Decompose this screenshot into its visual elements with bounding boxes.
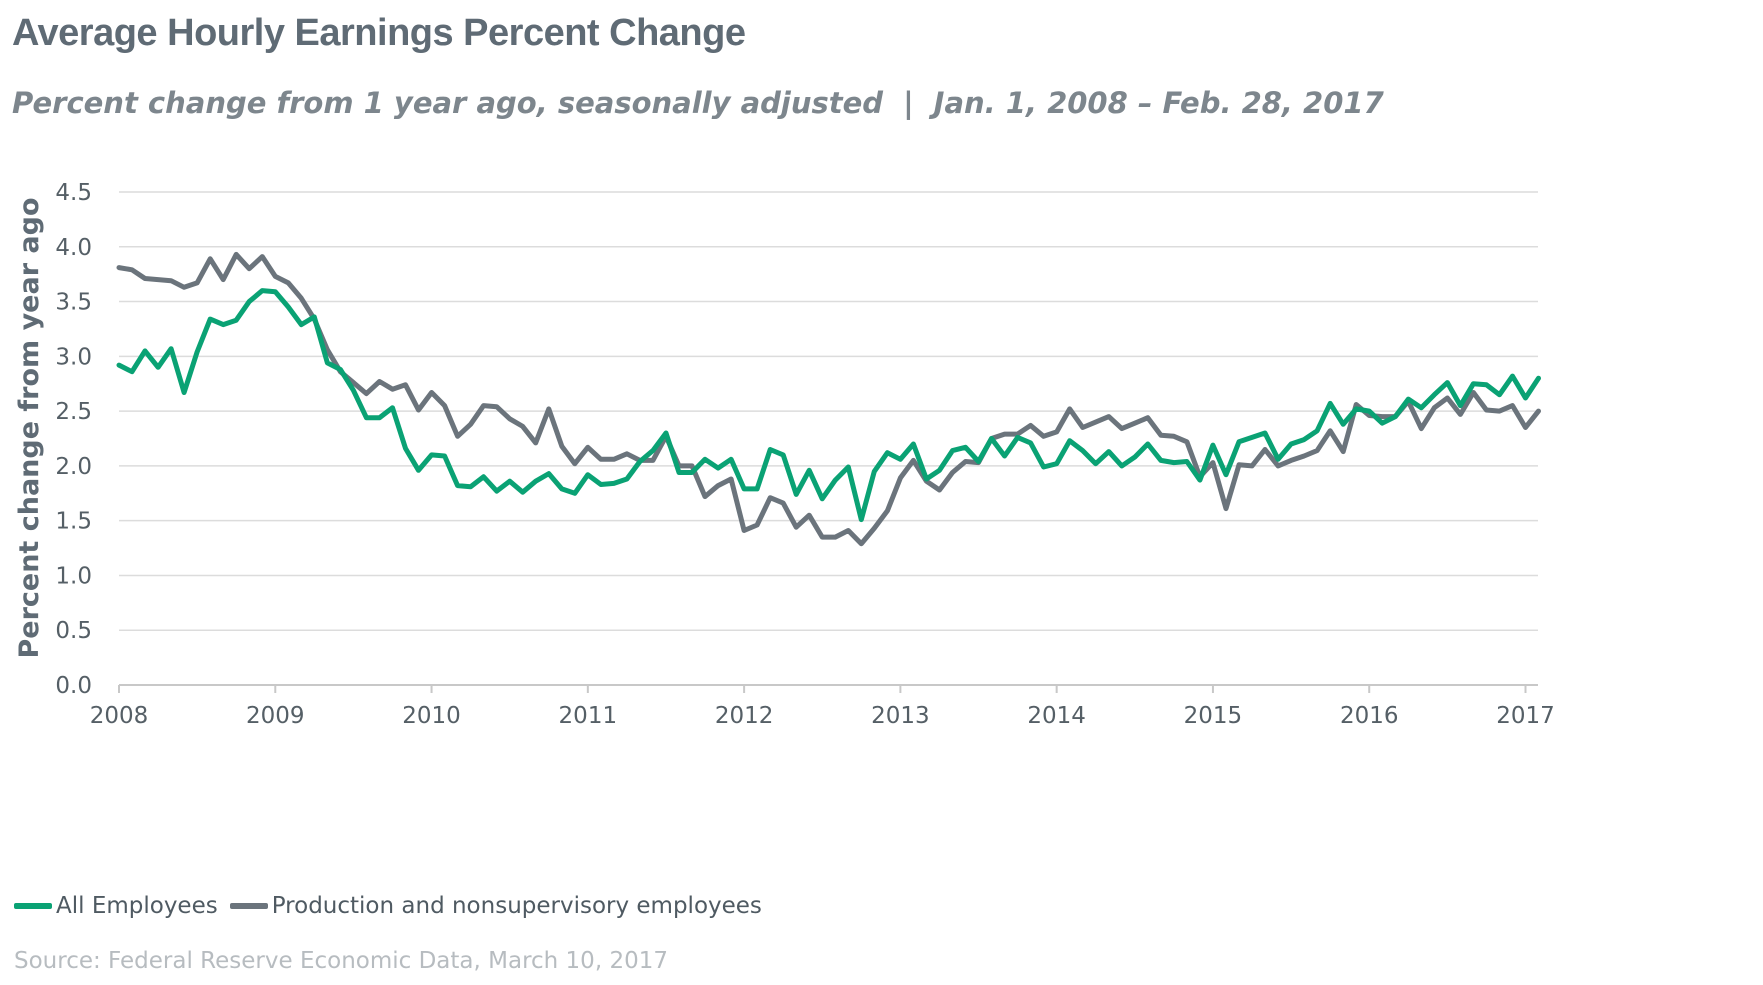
source-note: Source: Federal Reserve Economic Data, M…	[14, 948, 668, 974]
legend-swatch-production	[229, 903, 268, 909]
x-tick-label: 2011	[559, 703, 618, 729]
legend-item-production: Production and nonsupervisory employees	[229, 893, 762, 919]
x-tick-label: 2016	[1340, 703, 1399, 729]
chart-legend: All Employees Production and nonsupervis…	[14, 893, 774, 919]
y-tick-label: 0.0	[55, 673, 92, 699]
x-tick-label: 2013	[871, 703, 930, 729]
y-axis-label: Percent change from year ago	[14, 197, 45, 658]
subtitle-separator: |	[903, 86, 914, 120]
series-line-production	[116, 251, 1541, 547]
x-axis: 2008 2009 2010 2011 2012 2013 2014 2015 2016 2017	[90, 684, 1555, 729]
y-tick-label: 4.5	[55, 180, 92, 206]
chart-subtitle: Percent change from 1 year ago, seasonal…	[12, 86, 1384, 120]
y-tick-label: 2.5	[55, 399, 92, 425]
subtitle-description: Percent change from 1 year ago, seasonal…	[12, 86, 884, 120]
y-tick-label: 0.5	[55, 618, 92, 644]
y-tick-label: 2.0	[55, 454, 92, 480]
x-tick-label: 2010	[402, 703, 461, 729]
x-tick-label: 2008	[90, 703, 149, 729]
y-tick-label: 3.5	[55, 290, 92, 316]
x-tick-label: 2009	[246, 703, 305, 729]
y-tick-label: 4.0	[55, 235, 92, 261]
subtitle-date-range: Jan. 1, 2008 – Feb. 28, 2017	[933, 86, 1384, 120]
series-lines	[116, 251, 1541, 547]
legend-swatch-all-employees	[14, 903, 52, 909]
x-tick-label: 2015	[1184, 703, 1243, 729]
x-tick-label: 2012	[715, 703, 774, 729]
grid-lines	[119, 191, 1538, 631]
y-axis-ticks: 0.0 0.5 1.0 1.5 2.0 2.5 3.0 3.5 4.0 4.5	[55, 180, 92, 699]
chart-title: Average Hourly Earnings Percent Change	[12, 12, 746, 54]
y-tick-label: 1.0	[55, 563, 92, 589]
y-tick-label: 3.0	[55, 344, 92, 370]
x-tick-label: 2017	[1496, 703, 1555, 729]
legend-label-all-employees: All Employees	[56, 893, 218, 919]
legend-item-all-employees: All Employees	[14, 893, 218, 919]
x-tick-label: 2014	[1027, 703, 1086, 729]
legend-label-production: Production and nonsupervisory employees	[271, 893, 762, 919]
series-line-all-employees	[116, 288, 1541, 523]
y-tick-label: 1.5	[55, 509, 92, 535]
